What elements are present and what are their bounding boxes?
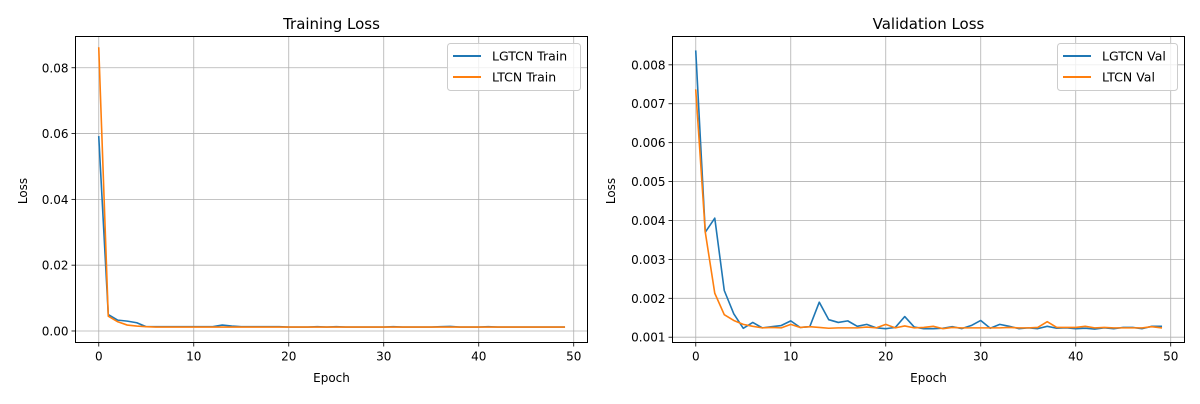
y-tick-label: 0.04	[42, 193, 69, 207]
x-tick-label: 50	[566, 350, 581, 364]
x-tick-label: 20	[281, 350, 296, 364]
y-tick-label: 0.008	[631, 58, 665, 72]
x-tick-label: 40	[471, 350, 486, 364]
x-tick-label: 0	[95, 350, 103, 364]
legend-label-ltcn-train: LTCN Train	[492, 70, 556, 85]
series-layer	[694, 50, 1163, 330]
series-line-ltcn-val	[694, 89, 1163, 330]
plot-frame	[75, 36, 588, 343]
y-axis-ticks: 0.00 0.02 0.04 0.06 0.08	[42, 61, 76, 338]
y-tick-label: 0.06	[42, 127, 69, 141]
series-line-ltcn-train	[97, 47, 566, 328]
training-loss-chart: 0 10 20 30 40 50 0.00 0.02 0.04 0.06 0.08 Trainin…	[16, 15, 588, 385]
y-tick-label: 0.001	[631, 331, 665, 345]
legend-label-lgtcn-train: LGTCN Train	[492, 49, 567, 64]
x-axis-label: Epoch	[910, 371, 947, 385]
x-tick-label: 20	[878, 350, 893, 364]
x-tick-label: 10	[783, 350, 798, 364]
y-tick-label: 0.00	[42, 324, 69, 338]
chart-title: Training Loss	[282, 15, 380, 33]
y-axis-label: Loss	[604, 178, 618, 204]
legend: LGTCN Val LTCN Val	[1057, 43, 1178, 91]
y-tick-label: 0.007	[631, 97, 665, 111]
x-tick-label: 0	[692, 350, 700, 364]
x-axis-ticks: 0 10 20 30 40 50	[692, 342, 1178, 364]
y-tick-label: 0.003	[631, 253, 665, 267]
y-axis-ticks: 0.001 0.002 0.003 0.004 0.005 0.006 0.007 0.008	[631, 58, 673, 345]
y-axis-label: Loss	[16, 178, 30, 204]
x-tick-label: 40	[1068, 350, 1083, 364]
legend-label-ltcn-val: LTCN Val	[1102, 70, 1155, 85]
series-line-lgtcn-val	[694, 50, 1163, 330]
x-axis-ticks: 0 10 20 30 40 50	[95, 342, 581, 364]
y-tick-label: 0.004	[631, 214, 665, 228]
chart-title: Validation Loss	[873, 15, 985, 33]
plot-frame	[672, 36, 1185, 343]
x-axis-label: Epoch	[313, 371, 350, 385]
x-tick-label: 10	[186, 350, 201, 364]
y-tick-label: 0.006	[631, 136, 665, 150]
validation-loss-chart: 0 10 20 30 40 50 0.0010.0020.0030.0040.0050.0…	[604, 15, 1185, 385]
y-tick-label: 0.08	[42, 61, 69, 75]
y-tick-label: 0.005	[631, 175, 665, 189]
y-tick-label: 0.002	[631, 292, 665, 306]
legend: LGTCN Train LTCN Train	[447, 43, 581, 91]
x-tick-label: 30	[376, 350, 391, 364]
series-layer	[97, 47, 566, 328]
legend-label-lgtcn-val: LGTCN Val	[1102, 49, 1166, 64]
x-tick-label: 30	[973, 350, 988, 364]
x-tick-label: 50	[1163, 350, 1178, 364]
y-tick-label: 0.02	[42, 259, 69, 273]
